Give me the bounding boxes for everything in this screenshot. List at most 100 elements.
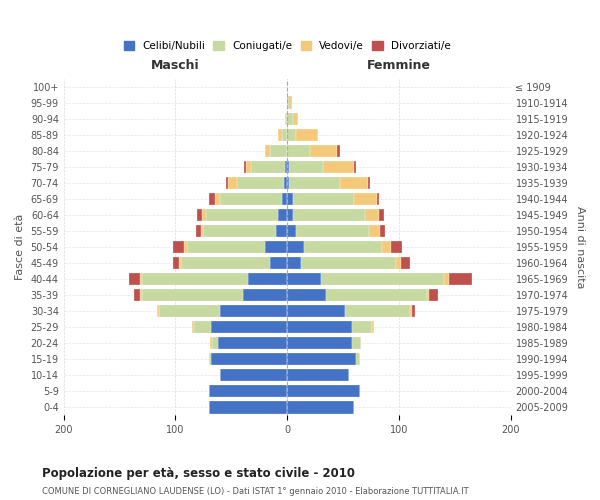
Bar: [287, 369, 349, 382]
Bar: [352, 321, 372, 334]
Bar: [281, 128, 287, 141]
Bar: [296, 224, 369, 237]
Bar: [285, 112, 287, 125]
Bar: [142, 273, 248, 285]
Bar: [265, 240, 287, 253]
Bar: [220, 305, 287, 318]
Bar: [209, 353, 211, 366]
Bar: [289, 96, 292, 109]
Bar: [369, 224, 380, 237]
Bar: [128, 273, 140, 285]
Bar: [210, 337, 212, 349]
Bar: [365, 208, 379, 221]
Bar: [293, 208, 365, 221]
Bar: [209, 192, 215, 205]
Legend: Celibi/Nubili, Coniugati/e, Vedovi/e, Divorziati/e: Celibi/Nubili, Coniugati/e, Vedovi/e, Di…: [119, 37, 455, 55]
Bar: [412, 305, 415, 318]
Bar: [226, 176, 228, 189]
Bar: [293, 112, 298, 125]
Bar: [287, 208, 293, 221]
Bar: [237, 176, 284, 189]
Bar: [197, 208, 202, 221]
Bar: [287, 273, 321, 285]
Bar: [287, 385, 360, 398]
Bar: [194, 321, 211, 334]
Bar: [142, 289, 242, 302]
Bar: [296, 128, 319, 141]
Bar: [401, 257, 410, 270]
Bar: [201, 224, 203, 237]
Bar: [202, 208, 206, 221]
Bar: [323, 160, 354, 173]
Bar: [395, 257, 401, 270]
Bar: [391, 240, 402, 253]
Bar: [449, 273, 472, 285]
Bar: [345, 305, 410, 318]
Bar: [248, 273, 287, 285]
Bar: [287, 192, 293, 205]
Bar: [276, 224, 287, 237]
Bar: [287, 224, 296, 237]
Bar: [228, 176, 237, 189]
Bar: [251, 160, 285, 173]
Bar: [287, 160, 289, 173]
Bar: [181, 257, 271, 270]
Bar: [134, 289, 140, 302]
Y-axis label: Fasce di età: Fasce di età: [15, 214, 25, 280]
Bar: [287, 305, 345, 318]
Bar: [382, 240, 391, 253]
Bar: [265, 144, 271, 157]
Bar: [211, 353, 287, 366]
Bar: [321, 273, 443, 285]
Bar: [354, 192, 377, 205]
Bar: [192, 321, 194, 334]
Bar: [372, 321, 374, 334]
Bar: [157, 305, 159, 318]
Bar: [244, 160, 246, 173]
Bar: [354, 160, 356, 173]
Bar: [289, 160, 323, 173]
Bar: [356, 353, 360, 366]
Bar: [218, 337, 287, 349]
Bar: [340, 176, 368, 189]
Text: COMUNE DI CORNEGLIANO LAUDENSE (LO) - Dati ISTAT 1° gennaio 2010 - Elaborazione : COMUNE DI CORNEGLIANO LAUDENSE (LO) - Da…: [42, 488, 469, 496]
Bar: [187, 240, 265, 253]
Bar: [287, 128, 296, 141]
Bar: [220, 192, 281, 205]
Bar: [281, 192, 287, 205]
Bar: [140, 289, 142, 302]
Bar: [284, 176, 287, 189]
Bar: [380, 224, 385, 237]
Bar: [173, 257, 179, 270]
Bar: [209, 401, 287, 413]
Bar: [443, 273, 449, 285]
Bar: [304, 240, 382, 253]
Bar: [410, 305, 412, 318]
Bar: [278, 208, 287, 221]
Bar: [212, 337, 218, 349]
Text: Popolazione per età, sesso e stato civile - 2010: Popolazione per età, sesso e stato civil…: [42, 468, 355, 480]
Bar: [427, 289, 429, 302]
Bar: [326, 289, 427, 302]
Bar: [287, 240, 304, 253]
Bar: [287, 144, 310, 157]
Bar: [287, 176, 289, 189]
Bar: [377, 192, 379, 205]
Bar: [209, 385, 287, 398]
Bar: [287, 353, 356, 366]
Bar: [287, 289, 326, 302]
Bar: [140, 273, 142, 285]
Bar: [287, 337, 352, 349]
Bar: [203, 224, 276, 237]
Bar: [196, 224, 201, 237]
Bar: [242, 289, 287, 302]
Bar: [379, 208, 385, 221]
Text: Maschi: Maschi: [151, 59, 200, 72]
Bar: [429, 289, 438, 302]
Bar: [310, 144, 337, 157]
Bar: [301, 257, 395, 270]
Bar: [159, 305, 220, 318]
Bar: [293, 192, 354, 205]
Bar: [246, 160, 251, 173]
Bar: [368, 176, 370, 189]
